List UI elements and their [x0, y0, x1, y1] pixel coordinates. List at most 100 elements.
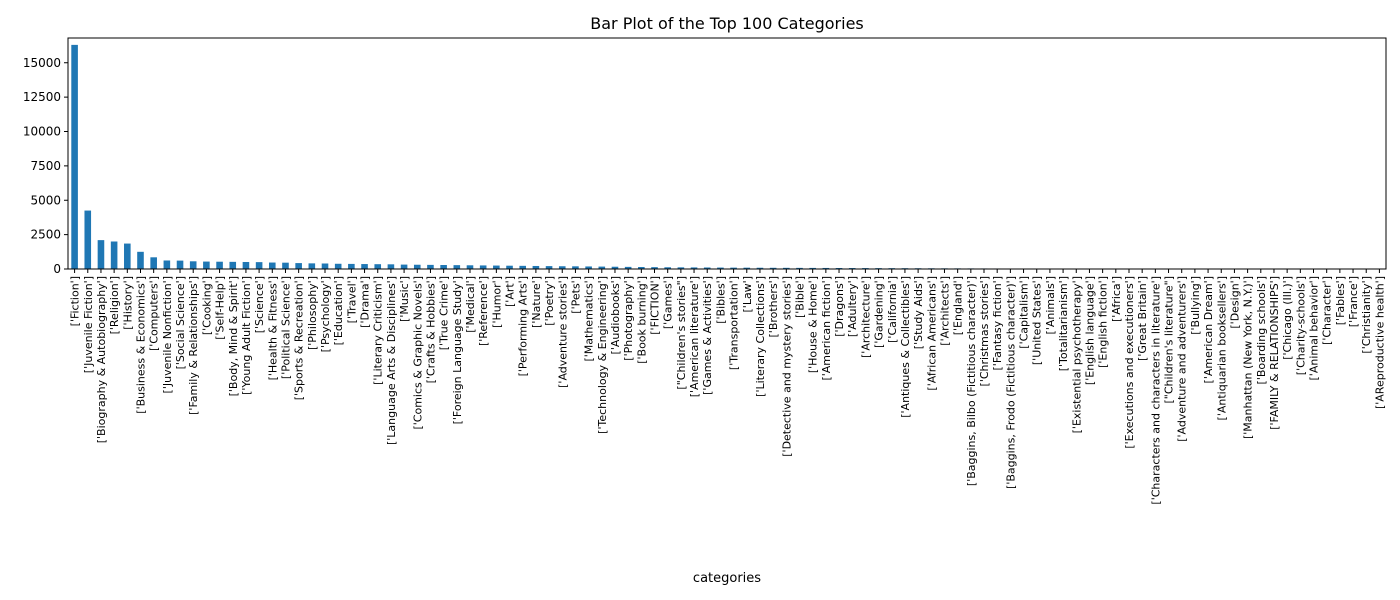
bar: [638, 267, 645, 269]
x-tick-label: ['Young Adult Fiction']: [240, 276, 253, 395]
bar: [703, 267, 711, 269]
y-tick-label: 0: [53, 262, 61, 276]
x-tick-label: ['Health & Fitness']: [266, 276, 279, 380]
bar: [822, 267, 830, 269]
x-tick-label: ['Fiction']: [69, 276, 82, 326]
x-tick-label: ['Foreign Language Study']: [451, 276, 464, 424]
bar: [387, 264, 395, 269]
x-tick-label: ['Antiquarian booksellers']: [1215, 276, 1228, 420]
bar: [598, 266, 606, 269]
x-tick-label: ['Body, Mind & Spirit']: [227, 276, 240, 396]
bar: [440, 265, 447, 269]
bar: [361, 264, 368, 269]
x-tick-label: ['Fables']: [1334, 276, 1347, 325]
bar: [203, 261, 210, 269]
bar: [295, 263, 302, 269]
x-tick-label: ['Africa']: [1110, 276, 1123, 322]
bar: [255, 262, 263, 270]
x-tick-label: ['Comics & Graphic Novels']: [411, 276, 424, 430]
x-tick-label: ['Pets']: [569, 276, 582, 314]
x-tick-label: ['History']: [121, 276, 134, 330]
x-tick-label: ['Technology & Engineering']: [596, 276, 609, 434]
y-tick-label: 2500: [30, 228, 61, 242]
x-tick-label: ['True Crime']: [438, 276, 451, 350]
x-tick-label: ['Games']: [662, 276, 675, 329]
bar: [717, 267, 724, 269]
x-tick-label: ['Philosophy']: [306, 276, 319, 350]
x-tick-label: ['Book burning']: [635, 276, 648, 364]
x-tick-label: ['Literary Criticism']: [372, 276, 385, 385]
x-tick-label: ["Children's stories"]: [675, 276, 688, 390]
x-tick-label: ['African Americans']: [925, 276, 938, 391]
x-tick-label: ['Totalitarianism']: [1057, 276, 1070, 371]
x-tick-label: ['Architects']: [938, 276, 951, 346]
x-tick-label: ['Fantasy fiction']: [991, 276, 1004, 371]
y-tick-label: 15000: [23, 56, 61, 70]
bar: [71, 44, 78, 270]
x-tick-label: ['Adultery']: [846, 276, 859, 337]
x-tick-label: ['Social Science']: [174, 276, 187, 369]
x-tick-label: ['Games & Activities']: [701, 276, 714, 395]
bar: [268, 262, 276, 269]
bar: [413, 264, 421, 269]
x-tick-label: ['Boarding schools']: [1255, 276, 1268, 384]
bar: [519, 265, 527, 269]
x-tick-label: ['Law']: [741, 276, 754, 313]
bar: [242, 261, 250, 269]
x-axis-label: categories: [693, 571, 761, 586]
bar: [585, 266, 592, 269]
bar: [97, 240, 105, 270]
x-tick-label: ['Juvenile Nonfiction']: [161, 276, 174, 393]
bar: [282, 262, 289, 269]
bar: [809, 267, 816, 269]
bar: [611, 266, 619, 269]
x-tick-label: ['Characters and characters in literatur…: [1149, 276, 1162, 505]
x-tick-label: ['Literary Collections']: [754, 276, 767, 397]
x-tick-label: ['Cooking']: [200, 276, 213, 335]
x-tick-label: ['Adventure and adventurers']: [1176, 276, 1189, 442]
bar: [466, 265, 474, 269]
bar: [624, 266, 632, 269]
bar: [677, 267, 685, 269]
y-tick-label: 12500: [23, 90, 61, 104]
bar: [348, 263, 355, 269]
x-tick-label: ['Architecture']: [859, 276, 872, 358]
x-tick-label: ['Political Science']: [279, 276, 292, 379]
y-tick-label: 5000: [30, 193, 61, 207]
bar: [321, 263, 329, 269]
x-tick-label: ['Poetry']: [543, 276, 556, 326]
bar: [163, 260, 171, 269]
bar: [400, 264, 408, 269]
x-tick-label: ['Audiobooks']: [609, 276, 622, 354]
chart-title: Bar Plot of the Top 100 Categories: [590, 14, 864, 33]
x-tick-label: ['Chicago (Ill.)']: [1281, 276, 1294, 360]
x-tick-label: ['Executions and executioners']: [1123, 276, 1136, 449]
x-tick-label: ['AReproductive health']: [1373, 276, 1386, 409]
x-tick-label: ['California']: [886, 276, 899, 343]
bar: [189, 261, 197, 269]
bar: [506, 265, 513, 269]
x-tick-label: ['Design']: [1228, 276, 1241, 329]
bar: [308, 263, 316, 269]
x-tick-label: ['House & Home']: [807, 276, 820, 373]
bar: [479, 265, 487, 269]
x-tick-label: ['England']: [952, 276, 965, 335]
bar: [796, 267, 803, 269]
x-tick-label: ['Photography']: [622, 276, 635, 361]
bar: [783, 267, 790, 269]
x-tick-label: ['Computers']: [148, 276, 161, 351]
bar: [229, 261, 237, 269]
x-tick-label: ['English fiction']: [1097, 276, 1110, 368]
x-tick-label: ['Reference']: [477, 276, 490, 346]
bar: [427, 264, 434, 270]
x-tick-label: ['American Dream']: [1202, 276, 1215, 383]
x-tick-label: ['Baggins, Frodo (Fictitious character)'…: [1004, 276, 1017, 489]
x-tick-label: ['Adventure stories']: [556, 276, 569, 388]
bar: [150, 257, 157, 269]
x-tick-label: ['Family & Relationships']: [187, 276, 200, 415]
x-tick-label: ['Self-Help']: [214, 276, 227, 340]
bar: [651, 267, 658, 269]
x-tick-label: ['Business & Economics']: [134, 276, 147, 414]
bar: [334, 263, 342, 269]
